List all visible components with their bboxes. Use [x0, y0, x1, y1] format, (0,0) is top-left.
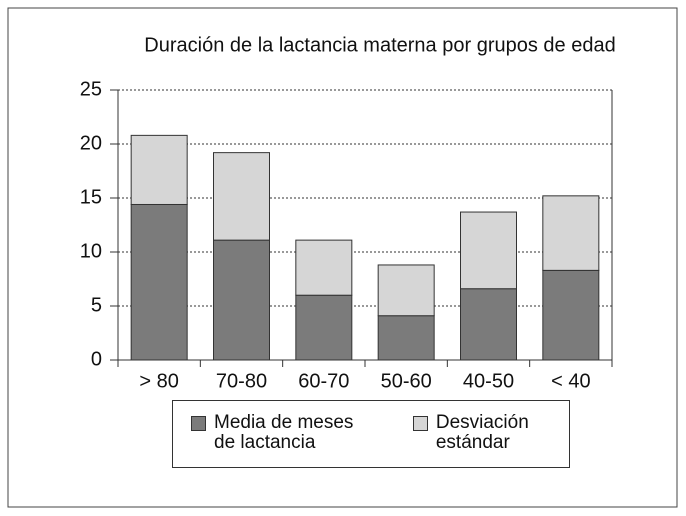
bar — [130, 203, 188, 361]
x-tick-label: 40-50 — [463, 370, 514, 392]
legend: Media de meses de lactancia Desviación es… — [172, 400, 570, 468]
bar — [460, 288, 517, 361]
y-tick-label: 5 — [91, 294, 102, 316]
x-tick-label: 60-70 — [298, 370, 349, 392]
frame — [7, 7, 678, 508]
legend-label: Desviación estándar — [435, 412, 529, 453]
bar — [295, 239, 353, 296]
chart-title: Duración de la lactancia materna por gru… — [144, 34, 615, 56]
y-tick-label: 25 — [80, 78, 102, 100]
bar — [295, 294, 353, 361]
bar — [213, 239, 270, 361]
x-tick-label: 50-60 — [381, 370, 432, 392]
bar — [542, 269, 600, 361]
bar — [460, 211, 517, 290]
legend-item: Desviación estándar — [371, 401, 569, 467]
bar — [377, 315, 435, 361]
y-tick-label: 0 — [91, 348, 102, 370]
y-tick-label: 10 — [80, 240, 102, 262]
x-tick-label: < 40 — [551, 370, 590, 392]
legend-item: Media de meses de lactancia — [173, 401, 371, 467]
legend-label: Media de meses de lactancia — [214, 412, 354, 453]
bar — [377, 264, 435, 317]
y-tick-label: 20 — [80, 132, 102, 154]
bar — [130, 134, 188, 205]
x-tick-label: > 80 — [139, 370, 178, 392]
y-tick-label: 15 — [80, 186, 102, 208]
x-tick-label: 70-80 — [216, 370, 267, 392]
bar — [213, 152, 270, 241]
legend-swatch — [412, 416, 428, 431]
legend-swatch — [191, 416, 206, 431]
bar — [542, 195, 600, 271]
